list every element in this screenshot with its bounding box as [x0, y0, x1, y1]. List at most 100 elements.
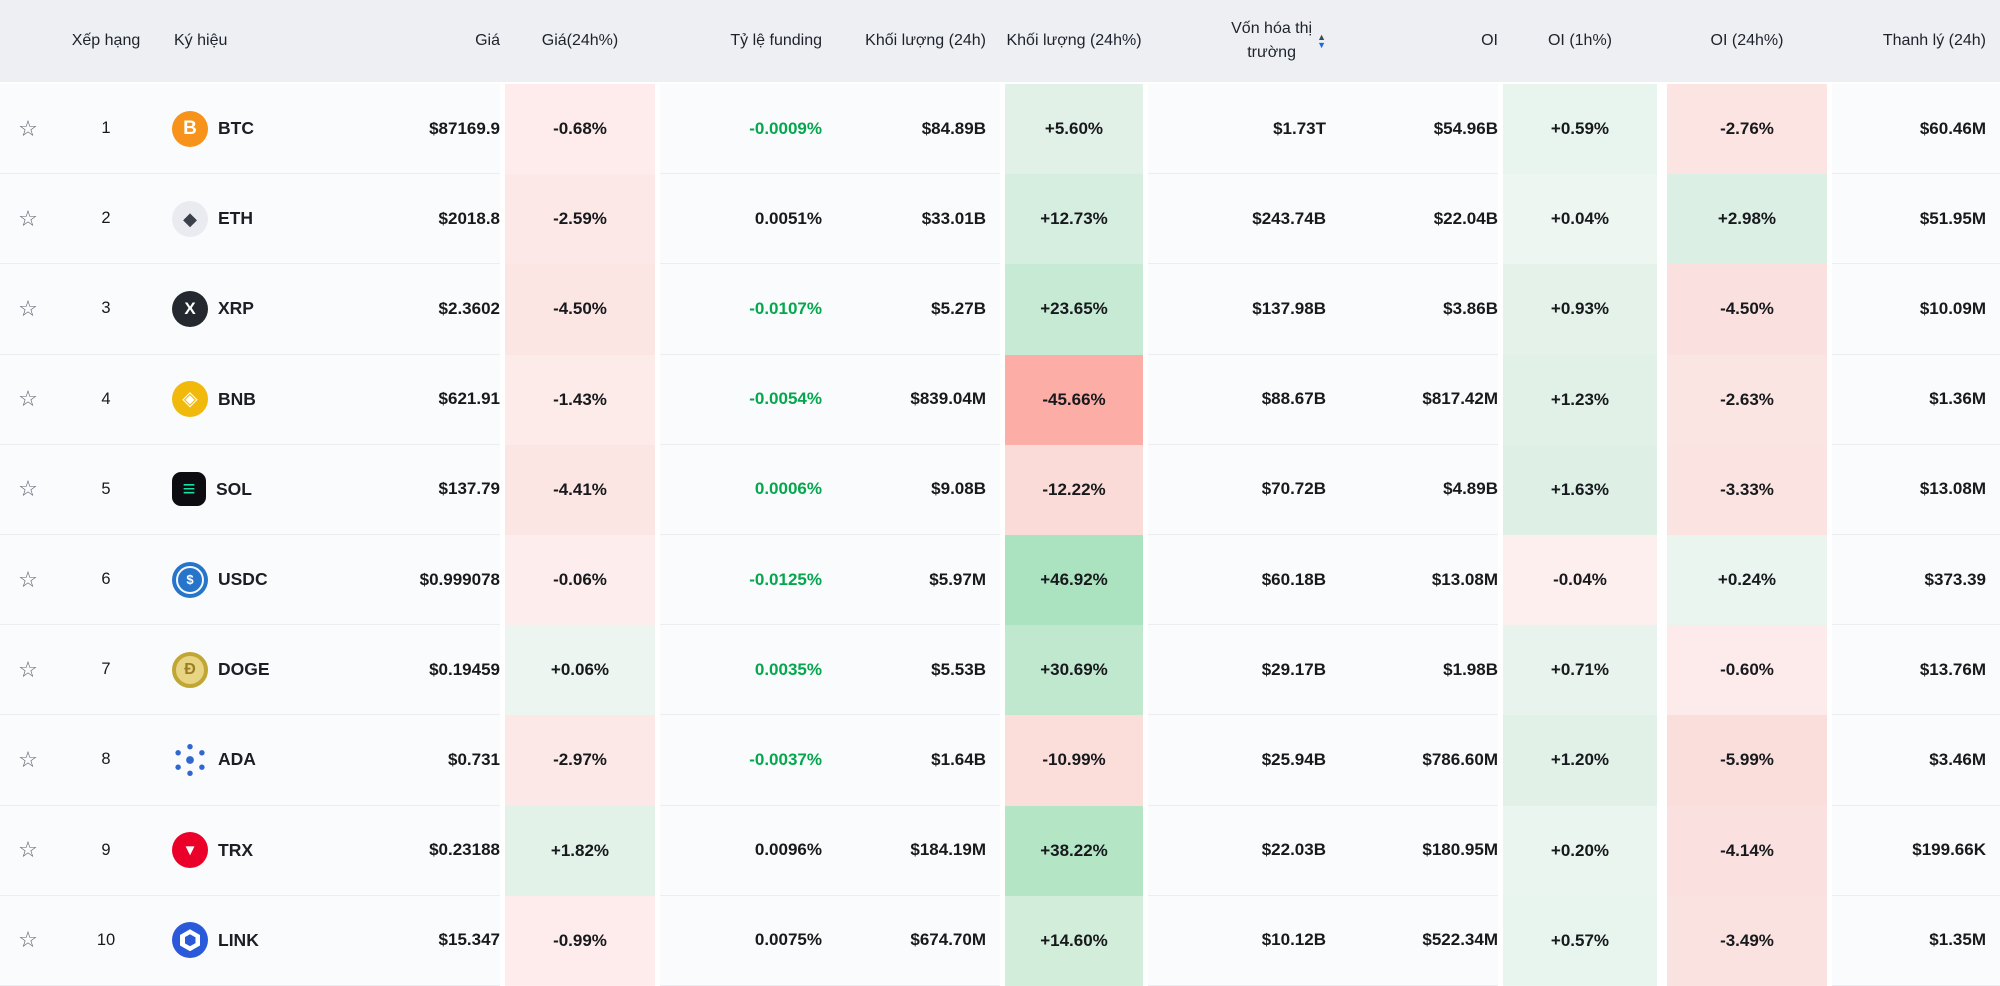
row-right-pad [1986, 805, 2000, 896]
column-header-oi[interactable]: OI [1481, 32, 1498, 49]
favorite-star-icon[interactable]: ☆ [18, 386, 38, 412]
market-cap-cell: $243.74B [1148, 174, 1326, 265]
favorite-star-icon[interactable]: ☆ [18, 205, 38, 231]
volume-cell: $5.53B [822, 625, 1000, 716]
table-row[interactable]: ☆ 8 ADA $0.731 -2.97% -0.0037% $1.64B -10.99% $2… [0, 715, 2000, 806]
table-row[interactable]: ☆ 5 ≡ SOL $137.79 -4.41% 0.0006% $9.08B -12.22% $… [0, 444, 2000, 535]
symbol-cell: ◈ BNB [156, 354, 376, 445]
column-header-price-change[interactable]: Giá(24h%) [541, 32, 619, 49]
bnb-icon: ◈ [172, 381, 208, 418]
column-header-price[interactable]: Giá [475, 32, 500, 49]
oi-1h-change-cell: +0.04% [1498, 174, 1662, 265]
eth-icon: ◆ [172, 200, 208, 237]
table-row[interactable]: ☆ 7 Ð DOGE $0.19459 +0.06% 0.0035% $5.53B +30.69… [0, 625, 2000, 716]
price-cell: $621.91 [376, 354, 500, 445]
oi-24h-change-cell: +2.98% [1662, 174, 1832, 265]
oi-24h-change-cell: -4.50% [1662, 264, 1832, 355]
volume-change-cell: +14.60% [1000, 895, 1148, 986]
price-cell: $0.731 [376, 715, 500, 806]
rank-cell: 3 [56, 264, 156, 355]
sol-icon: ≡ [172, 472, 206, 507]
favorite-star-icon[interactable]: ☆ [18, 295, 38, 321]
favorite-star-icon[interactable]: ☆ [18, 115, 38, 141]
favorite-star-icon[interactable]: ☆ [18, 927, 38, 953]
oi-1h-change-cell: +1.20% [1498, 715, 1662, 806]
column-header-market-cap[interactable]: Vốn hóa thị trường ▲ ▼ [1148, 17, 1326, 65]
rank-cell: 8 [56, 715, 156, 806]
row-right-pad [1986, 354, 2000, 445]
oi-1h-change-cell: +1.63% [1498, 444, 1662, 535]
table-row[interactable]: ☆ 2 ◆ ETH $2018.8 -2.59% 0.0051% $33.01B +12.73%… [0, 174, 2000, 265]
column-header-oi-1h[interactable]: OI (1h%) [1547, 32, 1612, 49]
funding-rate-cell: -0.0054% [660, 354, 822, 445]
star-cell: ☆ [0, 354, 56, 445]
oi-1h-change-cell: -0.04% [1498, 534, 1662, 626]
open-interest-cell: $522.34M [1326, 895, 1498, 986]
star-cell: ☆ [0, 444, 56, 535]
column-header-liquidation[interactable]: Thanh lý (24h) [1882, 32, 1986, 49]
favorite-star-icon[interactable]: ☆ [18, 837, 38, 863]
star-cell: ☆ [0, 625, 56, 716]
column-header-volume-change[interactable]: Khối lượng (24h%) [1006, 32, 1142, 49]
favorite-star-icon[interactable]: ☆ [18, 746, 38, 772]
btc-icon: B [172, 110, 208, 147]
coin-symbol: BTC [218, 118, 254, 139]
table-row[interactable]: ☆ 9 ▼ TRX $0.23188 +1.82% 0.0096% $184.19M +38.2… [0, 805, 2000, 896]
column-header-symbol[interactable]: Ký hiệu [174, 32, 228, 49]
row-right-pad [1986, 174, 2000, 265]
open-interest-cell: $1.98B [1326, 625, 1498, 716]
coin-symbol: ETH [218, 208, 253, 229]
star-cell: ☆ [0, 264, 56, 355]
column-header-rank[interactable]: Xếp hạng [71, 32, 141, 49]
favorite-star-icon[interactable]: ☆ [18, 476, 38, 502]
table-row[interactable]: ☆ 4 ◈ BNB $621.91 -1.43% -0.0054% $839.04M -45.6… [0, 354, 2000, 445]
open-interest-cell: $54.96B [1326, 84, 1498, 175]
market-cap-label-line2: trường [1247, 44, 1296, 61]
favorite-star-icon[interactable]: ☆ [18, 656, 38, 682]
open-interest-cell: $817.42M [1326, 354, 1498, 445]
funding-rate-cell: -0.0009% [660, 84, 822, 175]
row-right-pad [1986, 534, 2000, 626]
volume-change-cell: +5.60% [1000, 84, 1148, 175]
open-interest-cell: $180.95M [1326, 805, 1498, 896]
column-header-oi-24h[interactable]: OI (24h%) [1710, 32, 1784, 49]
coin-symbol: ADA [218, 749, 256, 770]
funding-rate-cell: 0.0035% [660, 625, 822, 716]
rank-cell: 1 [56, 84, 156, 175]
price-change-cell: -4.41% [500, 444, 660, 535]
row-right-pad [1986, 625, 2000, 716]
table-row[interactable]: ☆ 3 X XRP $2.3602 -4.50% -0.0107% $5.27B +23.65%… [0, 264, 2000, 355]
liquidation-cell: $60.46M [1832, 84, 1986, 175]
table-row[interactable]: ☆ 10 LINK $15.347 -0.99% 0.0075% $674.70M +14.6… [0, 895, 2000, 986]
row-right-pad [1986, 715, 2000, 806]
ada-icon [172, 741, 208, 778]
star-cell: ☆ [0, 805, 56, 896]
oi-1h-change-cell: +0.71% [1498, 625, 1662, 716]
liquidation-cell: $3.46M [1832, 715, 1986, 806]
sort-icon[interactable]: ▲ ▼ [1317, 33, 1326, 50]
liquidation-cell: $13.76M [1832, 625, 1986, 716]
market-cap-cell: $10.12B [1148, 895, 1326, 986]
price-change-cell: +0.06% [500, 625, 660, 716]
open-interest-cell: $3.86B [1326, 264, 1498, 355]
column-header-funding-rate[interactable]: Tỷ lệ funding [730, 32, 822, 49]
volume-cell: $5.27B [822, 264, 1000, 355]
row-right-pad [1986, 264, 2000, 355]
symbol-cell: X XRP [156, 264, 376, 355]
price-change-cell: +1.82% [500, 805, 660, 896]
liquidation-cell: $1.36M [1832, 354, 1986, 445]
favorite-star-icon[interactable]: ☆ [18, 566, 38, 592]
liquidation-cell: $10.09M [1832, 264, 1986, 355]
market-cap-cell: $1.73T [1148, 84, 1326, 175]
rank-cell: 10 [56, 895, 156, 986]
volume-cell: $674.70M [822, 895, 1000, 986]
column-header-volume[interactable]: Khối lượng (24h) [865, 32, 986, 49]
table-header: Xếp hạng Ký hiệu Giá Giá(24h%) Tỷ lệ fun… [0, 0, 2000, 84]
volume-change-cell: +46.92% [1000, 534, 1148, 626]
market-cap-label: Vốn hóa thị trường [1231, 17, 1312, 65]
price-change-cell: -2.97% [500, 715, 660, 806]
oi-24h-change-cell: -4.14% [1662, 805, 1832, 896]
market-cap-cell: $60.18B [1148, 534, 1326, 626]
table-row[interactable]: ☆ 6 $ USDC $0.999078 -0.06% -0.0125% $5.97M +46.… [0, 534, 2000, 626]
table-row[interactable]: ☆ 1 B BTC $87169.9 -0.68% -0.0009% $84.89B +5.60… [0, 84, 2000, 175]
